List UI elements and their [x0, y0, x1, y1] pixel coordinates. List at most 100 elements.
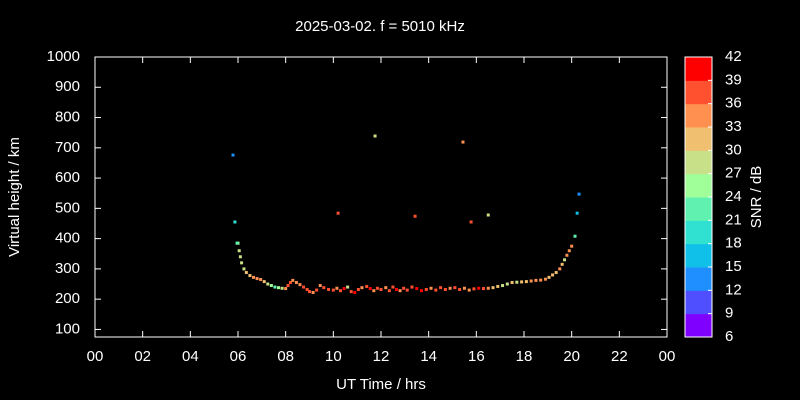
y-tick-label: 1000 [47, 48, 80, 65]
x-tick-label: 18 [516, 348, 533, 365]
y-tick-label: 300 [55, 260, 80, 277]
colorbar-band [685, 150, 712, 175]
data-point [515, 280, 519, 284]
data-point [481, 287, 485, 291]
data-point [458, 287, 462, 291]
data-point [486, 213, 490, 217]
colorbar-tick-label: 24 [725, 188, 742, 205]
data-point [398, 289, 402, 293]
data-point [554, 271, 558, 275]
data-point [231, 153, 235, 157]
data-point [360, 286, 364, 290]
data-point [547, 275, 551, 279]
colorbar-tick-label: 15 [725, 258, 742, 275]
data-point [387, 289, 391, 293]
data-point [567, 249, 571, 253]
data-point [335, 286, 339, 290]
x-tick-label: 12 [373, 348, 390, 365]
colorbar-tick-label: 39 [725, 71, 742, 88]
data-point [315, 288, 319, 292]
x-tick-label: 00 [87, 348, 104, 365]
data-point [394, 287, 398, 291]
plot-frame [94, 56, 668, 338]
colorbar-tick-label: 6 [725, 328, 733, 345]
data-point [291, 278, 295, 282]
data-point [327, 287, 331, 291]
colorbar-band [685, 127, 712, 151]
data-point [443, 287, 447, 291]
data-point [453, 286, 457, 290]
data-point [248, 274, 252, 278]
data-point [539, 278, 543, 282]
data-point [280, 286, 284, 290]
data-point [251, 275, 255, 279]
data-point [240, 261, 244, 265]
colorbar-tick-label: 21 [725, 211, 742, 228]
y-tick-label: 100 [55, 320, 80, 337]
colorbar-tick-label: 33 [725, 118, 742, 135]
y-tick-label: 800 [55, 109, 80, 126]
data-point [413, 214, 417, 218]
y-tick-label: 400 [55, 230, 80, 247]
data-point [501, 284, 505, 288]
data-point [563, 258, 567, 262]
data-point [305, 287, 309, 291]
y-tick-label: 600 [55, 169, 80, 186]
x-tick-label: 22 [611, 348, 628, 365]
y-tick-label: 500 [55, 199, 80, 216]
chart-title: 2025-03-02. f = 5010 kHz [295, 18, 465, 35]
y-axis-label: Virtual height / km [6, 137, 23, 257]
data-point [573, 234, 577, 238]
data-point [565, 253, 569, 257]
x-tick-label: 14 [420, 348, 437, 365]
colorbar-band [685, 243, 712, 268]
colorbar-band [685, 197, 712, 221]
colorbar-tick-label: 30 [725, 141, 742, 158]
data-point [277, 286, 281, 290]
data-point [349, 290, 353, 294]
data-point [233, 220, 237, 224]
data-point [235, 241, 239, 245]
data-point [469, 220, 473, 224]
data-point [472, 287, 476, 291]
x-tick-label: 00 [659, 348, 676, 365]
x-tick-label: 08 [277, 348, 294, 365]
data-point [244, 271, 248, 275]
colorbar-tick-label: 27 [725, 165, 742, 182]
colorbar-label: SNR / dB [748, 166, 765, 229]
colorbar-band [685, 80, 712, 105]
data-point [402, 286, 406, 290]
data-point [266, 282, 270, 286]
data-point [534, 278, 538, 282]
data-point [524, 280, 528, 284]
colorbar-tick-label: 18 [725, 235, 742, 252]
colorbar-band [685, 220, 712, 245]
data-point [543, 277, 547, 281]
data-point [298, 283, 302, 287]
data-point [353, 291, 357, 295]
data-point [575, 211, 579, 215]
data-point [448, 286, 452, 290]
data-point [429, 286, 433, 290]
y-tick-label: 900 [55, 78, 80, 95]
data-point [311, 291, 315, 295]
data-point [415, 287, 419, 291]
x-tick-label: 20 [563, 348, 580, 365]
data-point [505, 282, 509, 286]
data-point [510, 281, 514, 285]
data-point [491, 286, 495, 290]
x-tick-label: 10 [325, 348, 342, 365]
x-axis-label: UT Time / hrs [336, 376, 426, 393]
data-point [331, 288, 335, 292]
data-point [577, 192, 581, 196]
data-point [308, 290, 311, 294]
x-tick-label: 04 [182, 348, 199, 365]
colorbar-tick-label: 36 [725, 95, 742, 112]
data-point [405, 288, 409, 292]
data-point [439, 286, 443, 290]
colorbar-band [685, 173, 712, 198]
data-point [284, 287, 288, 291]
data-point [477, 286, 481, 290]
